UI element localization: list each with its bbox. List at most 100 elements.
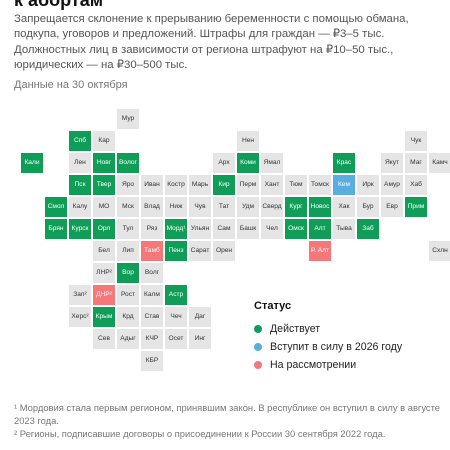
region-tile: КЧР xyxy=(141,329,163,349)
region-tile: Хаб xyxy=(405,175,427,195)
region-tile: Якут xyxy=(381,153,403,173)
legend-label: На рассмотрении xyxy=(270,359,357,371)
region-tile: КБР xyxy=(141,351,163,371)
region-tile: Морд¹ xyxy=(165,219,187,239)
region-tile: Волг xyxy=(141,263,163,283)
region-tile: Курск xyxy=(69,219,91,239)
region-tile: Кир xyxy=(213,175,235,195)
region-tile: Ирк xyxy=(357,175,379,195)
region-tile: Орл xyxy=(93,219,115,239)
region-tile: Тат xyxy=(213,197,235,217)
region-tile: Осет xyxy=(165,329,187,349)
region-tile: Крым xyxy=(93,307,115,327)
region-tile: Камч xyxy=(429,153,450,173)
region-tile: Брян xyxy=(45,219,67,239)
region-tile: Хант xyxy=(261,175,283,195)
region-tile: Волог xyxy=(117,153,139,173)
region-tile: Бур xyxy=(357,197,379,217)
region-tile: Нен xyxy=(237,131,259,151)
legend-label: Вступит в силу в 2026 году xyxy=(270,341,403,353)
region-tile: Адыг xyxy=(117,329,139,349)
region-tile: Крас xyxy=(333,153,355,173)
region-tile: Зап² xyxy=(69,285,91,305)
region-tile: Орен xyxy=(213,241,235,261)
region-tile: Марь xyxy=(189,175,211,195)
region-tile: Калу xyxy=(69,197,91,217)
region-tile: Томск xyxy=(309,175,331,195)
region-tile: Арх xyxy=(213,153,235,173)
region-tile: Башк xyxy=(237,219,259,239)
region-tile: Омск xyxy=(285,219,307,239)
region-tile: Твер xyxy=(93,175,115,195)
region-tile: Схлн xyxy=(429,241,450,261)
region-tile: Чеч xyxy=(165,307,187,327)
region-tile: Ряз xyxy=(141,219,163,239)
region-tile: МО xyxy=(93,197,115,217)
region-tile: Вор xyxy=(117,263,139,283)
region-tile: Кали xyxy=(21,153,43,173)
region-tile: Крд xyxy=(117,307,139,327)
legend-dot-icon xyxy=(254,361,262,369)
region-tile: Став xyxy=(141,307,163,327)
chart-title: к абортам xyxy=(14,0,104,10)
region-tile: Тул xyxy=(117,219,139,239)
region-tile: Ямал xyxy=(261,153,283,173)
legend-dot-icon xyxy=(254,343,262,351)
region-tile: Перм xyxy=(237,175,259,195)
region-tile: Тыва xyxy=(333,219,355,239)
region-tile: Тюм xyxy=(285,175,307,195)
region-tile: Херс² xyxy=(69,307,91,327)
region-tile: Калм xyxy=(141,285,163,305)
region-tile: Лип xyxy=(117,241,139,261)
region-tile: Пск xyxy=(69,175,91,195)
footnote-1: ¹ Мордовия стала первым регионом, приняв… xyxy=(14,402,441,426)
region-tile: Новос xyxy=(309,197,331,217)
region-tile: Кем xyxy=(333,175,355,195)
region-tile: Спб xyxy=(69,131,91,151)
region-tile: Астр xyxy=(165,285,187,305)
legend-label: Действует xyxy=(270,323,321,335)
legend-title: Статус xyxy=(254,300,292,312)
region-tile: Сам xyxy=(213,219,235,239)
region-tile: Коми xyxy=(237,153,259,173)
region-tile: Чув xyxy=(189,197,211,217)
region-tile: Прим xyxy=(405,197,427,217)
region-tile: Алт xyxy=(309,219,331,239)
region-tile: Чук xyxy=(405,131,427,151)
region-tile: Даг xyxy=(189,307,211,327)
region-tile: Новг xyxy=(93,153,115,173)
region-tile: Иван xyxy=(141,175,163,195)
region-tile: Мур xyxy=(117,109,139,129)
region-tile: Ульян xyxy=(189,219,211,239)
region-tile: Инг xyxy=(189,329,211,349)
region-tile: Лен xyxy=(69,153,91,173)
legend-item-from-2026: Вступит в силу в 2026 году xyxy=(254,338,444,356)
region-tile: Пенз xyxy=(165,241,187,261)
legend-dot-icon xyxy=(254,325,262,333)
region-tile: ЛНР² xyxy=(93,263,115,283)
footnotes: ¹ Мордовия стала первым регионом, приняв… xyxy=(14,401,444,440)
data-date-note: Данные на 30 октября xyxy=(14,79,128,91)
legend-item-in-effect: Действует xyxy=(254,320,444,338)
legend-item-under-review: На рассмотрении xyxy=(254,356,444,374)
region-tile: Хак xyxy=(333,197,355,217)
region-tile: Евр xyxy=(381,197,403,217)
region-tile: Р. Алт xyxy=(309,241,331,261)
region-tile: Рост xyxy=(117,285,139,305)
region-tile: Тамб xyxy=(141,241,163,261)
region-tile: Влад xyxy=(141,197,163,217)
region-tile: Смол xyxy=(45,197,67,217)
region-tile: Ниж xyxy=(165,197,187,217)
footnote-2: ² Регионы, подписавшие договоры о присое… xyxy=(14,428,386,439)
region-tile: Чел xyxy=(261,219,283,239)
region-tile: Костр xyxy=(165,175,187,195)
region-tile: Сверд xyxy=(261,197,283,217)
chart-subtitle: Запрещается склонение к прерыванию берем… xyxy=(14,13,409,71)
region-tile: Амур xyxy=(381,175,403,195)
region-tile: Бел xyxy=(93,241,115,261)
region-tile: Сарат xyxy=(189,241,211,261)
region-tile: ДНР² xyxy=(93,285,115,305)
region-tile: Мск xyxy=(117,197,139,217)
legend: Статус Действует Вступит в силу в 2026 г… xyxy=(254,300,444,374)
